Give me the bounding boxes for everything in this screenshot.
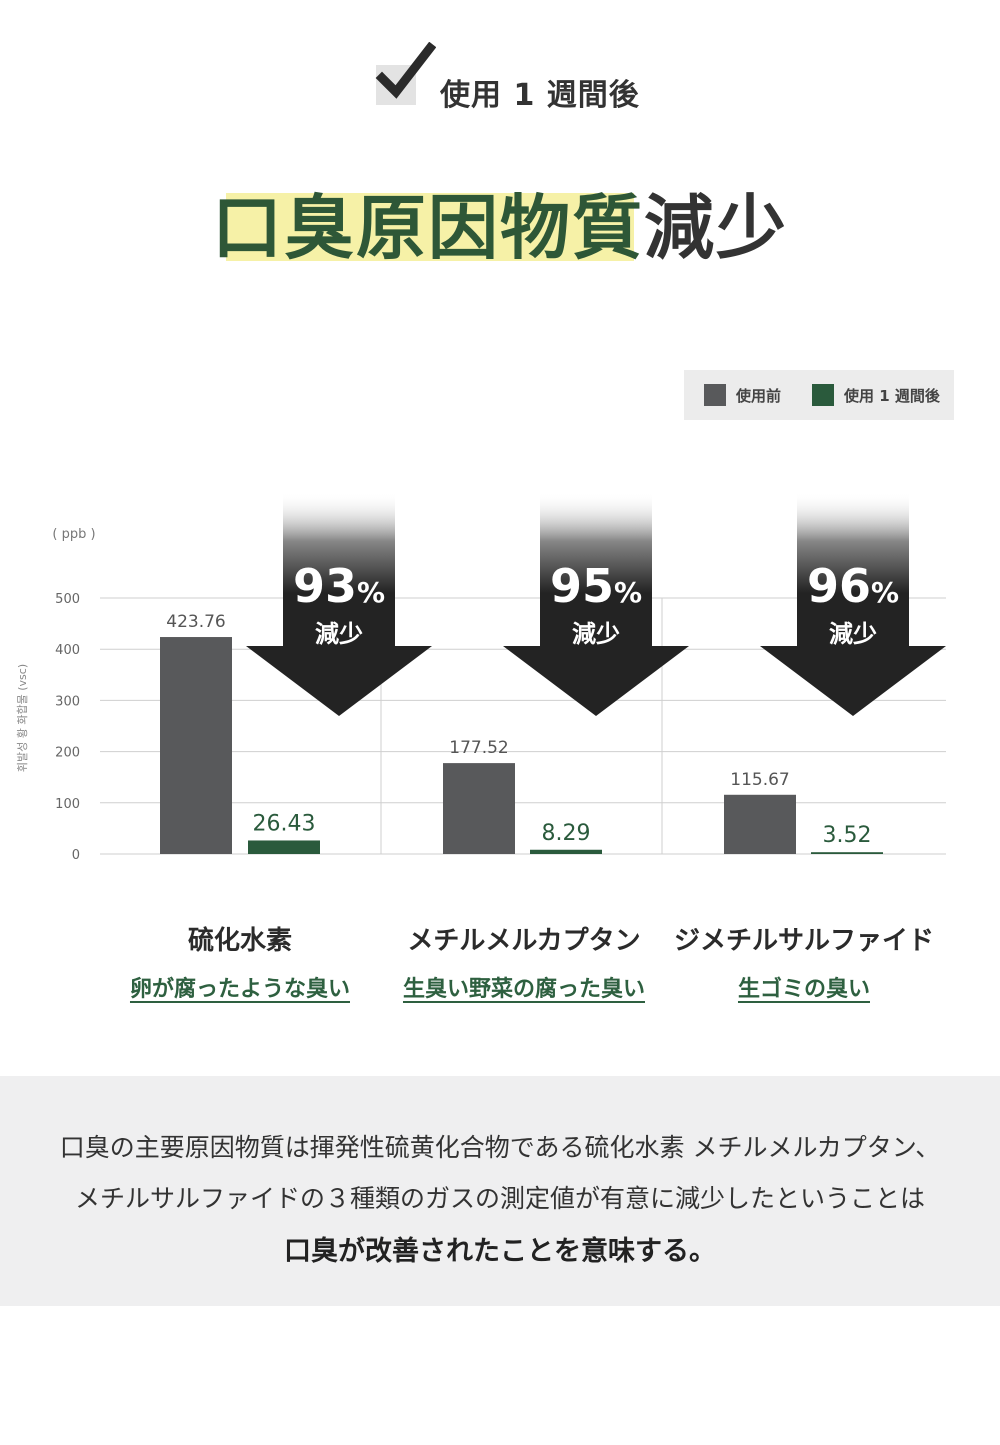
y-tick-label: 0: [72, 848, 80, 863]
y-tick-label: 200: [55, 746, 80, 761]
bar-before: [724, 794, 796, 854]
legend-label-after: 使用 1 週間後: [844, 386, 940, 405]
summary-line-1: 口臭の主要原因物質は揮発性硫黄化合物である硫化水素 メチルメルカプタン、: [59, 1133, 941, 1162]
bar-after: [530, 849, 602, 854]
checkmark-icon: [375, 42, 436, 99]
bar-before: [443, 763, 515, 854]
y-tick-label: 400: [55, 643, 80, 658]
y-unit-label: ( ppb ): [52, 527, 95, 542]
reduction-arrow-icon: [760, 492, 946, 716]
value-label-before: 423.76: [166, 612, 225, 632]
reduction-percent: 95%: [550, 559, 642, 613]
category-description: 生臭い野菜の腐った臭い: [402, 977, 645, 1002]
bar-after: [248, 840, 320, 854]
y-tick-label: 100: [55, 797, 80, 812]
summary-panel: 口臭の主要原因物質は揮発性硫黄化合物である硫化水素 メチルメルカプタン、 メチル…: [0, 1076, 1000, 1306]
title-highlighted-text: 口臭原因物質: [212, 187, 644, 269]
value-label-after: 26.43: [253, 811, 316, 836]
usage-period-badge: 使用 1 週間後: [440, 78, 640, 113]
reduction-arrow-icon: [503, 492, 689, 716]
reduction-label: 減少: [315, 620, 363, 648]
reduction-arrow-icon: [246, 492, 432, 716]
legend-swatch-after: [812, 384, 834, 406]
y-tick-label: 500: [55, 592, 80, 607]
title-rest-text: 減少: [644, 187, 788, 269]
category-name: ジメチルサルファイド: [673, 926, 934, 956]
category-description: 生ゴミの臭い: [737, 977, 870, 1002]
reduction-percent: 96%: [807, 559, 899, 613]
y-axis-label: 휘발성 황 화합물 (vsc): [16, 664, 29, 772]
value-label-before: 177.52: [449, 738, 508, 758]
category-hydrogen-sulfide: 硫化水素 卵が腐ったような臭い: [90, 920, 390, 1003]
value-label-after: 8.29: [542, 821, 591, 846]
bar-before: [160, 637, 232, 854]
value-label-before: 115.67: [730, 770, 789, 790]
category-dimethyl-sulfide: ジメチルサルファイド 生ゴミの臭い: [654, 920, 954, 1003]
legend-label-before: 使用前: [736, 386, 782, 405]
value-label-after: 3.52: [823, 823, 872, 848]
category-methyl-mercaptan: メチルメルカプタン 生臭い野菜の腐った臭い: [374, 920, 674, 1003]
category-name: メチルメルカプタン: [407, 926, 641, 956]
legend-swatch-before: [704, 384, 726, 406]
reduction-label: 減少: [572, 620, 620, 648]
page-title: 口臭原因物質減少: [0, 172, 1000, 273]
summary-conclusion: 口臭が改善されたことを意味する。: [284, 1236, 716, 1267]
summary-line-2: メチルサルファイドの３種類のガスの測定値が有意に減少したということは: [74, 1184, 925, 1213]
headline-highlight-marker: [226, 193, 634, 261]
category-name: 硫化水素: [187, 926, 292, 956]
legend-item-after: 使用 1 週間後: [812, 384, 940, 406]
bar-after: [811, 852, 883, 854]
y-tick-label: 300: [55, 694, 80, 709]
category-description: 卵が腐ったような臭い: [129, 977, 350, 1002]
reduction-percent: 93%: [293, 559, 385, 613]
legend-item-before: 使用前: [704, 384, 781, 406]
bar-chart: ( ppb ) 휘발성 황 화합물 (vsc) 0 100 200 300 400 500 4…: [16, 492, 946, 863]
chart-legend: 使用前 使用 1 週間後: [684, 370, 954, 420]
reduction-label: 減少: [829, 620, 877, 648]
